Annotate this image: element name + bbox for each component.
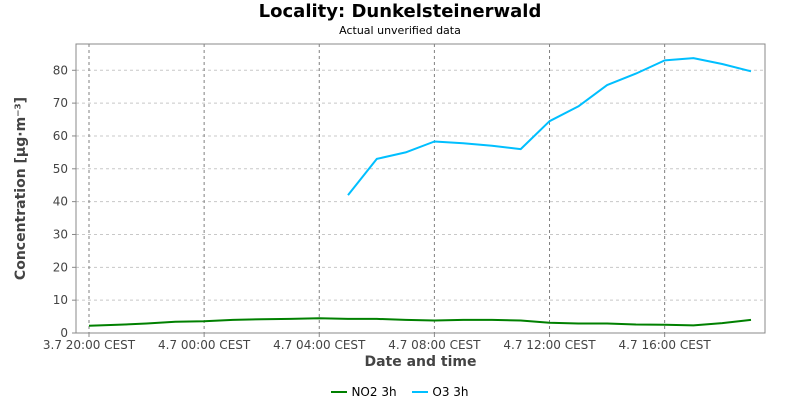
series-line — [88, 317, 752, 327]
y-axis: 0 10 20 30 40 50 60 70 80 — [53, 63, 76, 340]
legend-swatch-no2 — [331, 391, 348, 393]
chart-title: Locality: Dunkelsteinerwald — [258, 1, 542, 22]
grid — [76, 44, 765, 333]
y-tick-label: 50 — [53, 162, 68, 176]
plot-area — [75, 43, 766, 334]
series-group — [88, 57, 752, 327]
series-line — [347, 57, 752, 196]
x-tick-label: 4.7 16:00 CEST — [619, 338, 712, 352]
x-tick-label: 4.7 12:00 CEST — [503, 338, 596, 352]
y-tick-label: 60 — [53, 129, 68, 143]
legend-label-o3: O3 3h — [432, 385, 469, 399]
legend: NO2 3h O3 3h — [0, 382, 800, 399]
y-tick-label: 80 — [53, 63, 68, 77]
x-tick-label: 4.7 04:00 CEST — [273, 338, 366, 352]
y-axis-label: Concentration [µg·m⁻³] — [13, 97, 29, 280]
x-axis: 3.7 20:00 CEST 4.7 00:00 CEST 4.7 04:00 CE… — [43, 333, 712, 352]
y-tick-label: 20 — [53, 260, 68, 274]
legend-swatch-o3 — [412, 391, 429, 393]
y-tick-label: 10 — [53, 293, 68, 307]
x-tick-label: 4.7 08:00 CEST — [388, 338, 481, 352]
chart-subtitle: Actual unverified data — [339, 24, 461, 37]
series-o3-3h — [347, 57, 752, 196]
x-tick-label: 4.7 00:00 CEST — [158, 338, 251, 352]
y-tick-label: 70 — [53, 96, 68, 110]
series-no2-3h — [88, 317, 752, 327]
y-tick-label: 40 — [53, 195, 68, 209]
y-tick-label: 0 — [60, 326, 68, 340]
legend-item-o3: O3 3h — [412, 385, 469, 399]
legend-item-no2: NO2 3h — [331, 385, 397, 399]
legend-label-no2: NO2 3h — [351, 385, 397, 399]
x-axis-label: Date and time — [364, 354, 476, 370]
y-tick-label: 30 — [53, 227, 68, 241]
x-tick-label: 3.7 20:00 CEST — [43, 338, 136, 352]
